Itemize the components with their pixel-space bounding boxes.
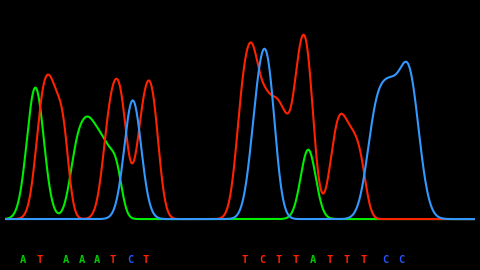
Text: T: T — [360, 255, 366, 265]
Text: T: T — [292, 255, 299, 265]
Text: T: T — [276, 255, 282, 265]
Text: T: T — [143, 255, 149, 265]
Text: C: C — [382, 255, 388, 265]
Text: T: T — [109, 255, 116, 265]
Text: C: C — [398, 255, 405, 265]
Text: T: T — [344, 255, 350, 265]
Text: A: A — [310, 255, 316, 265]
Text: C: C — [128, 255, 134, 265]
Text: A: A — [20, 255, 26, 265]
Text: A: A — [78, 255, 84, 265]
Text: C: C — [260, 255, 266, 265]
Text: T: T — [326, 255, 333, 265]
Text: T: T — [241, 255, 248, 265]
Text: T: T — [37, 255, 43, 265]
Text: A: A — [63, 255, 69, 265]
Text: A: A — [94, 255, 100, 265]
